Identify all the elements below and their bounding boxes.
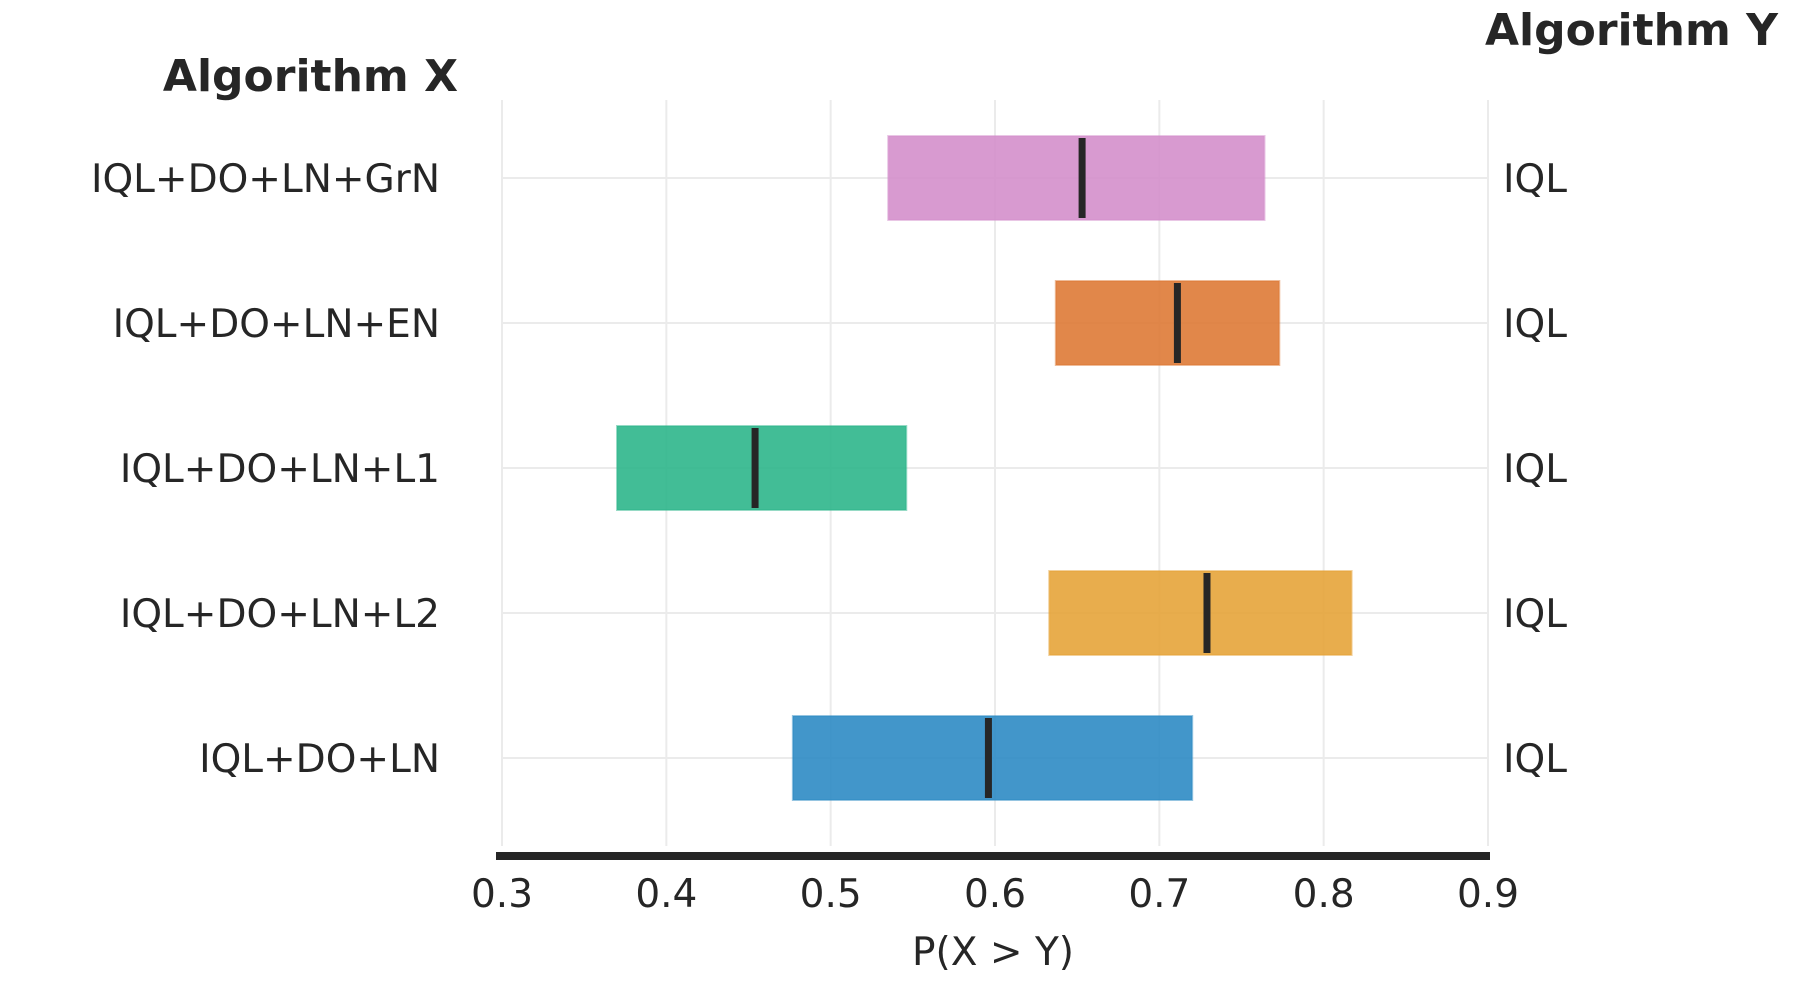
interval-bar: [1054, 280, 1281, 366]
right-header: Algorithm Y: [1485, 5, 1779, 56]
interval-bar: [791, 715, 1194, 801]
x-tick-label: 0.9: [1457, 872, 1519, 917]
x-tick-label: 0.3: [471, 872, 533, 917]
x-tick-label: 0.8: [1293, 872, 1355, 917]
bars: [616, 135, 1353, 801]
algorithm-x-label: IQL+DO+LN+L2: [120, 592, 440, 637]
x-tick-label: 0.6: [964, 872, 1026, 917]
algorithm-y-label: IQL: [1503, 447, 1567, 492]
x-tick-label: 0.4: [635, 872, 697, 917]
grid: [501, 100, 1489, 846]
algorithm-x-label: IQL+DO+LN+EN: [113, 302, 440, 347]
algorithm-x-label: IQL+DO+LN+L1: [120, 447, 440, 492]
x-ticks: 0.3 0.4 0.5 0.6 0.7 0.8 0.9: [471, 872, 1519, 917]
y-labels-left: IQL+DO+LN+GrN IQL+DO+LN+EN IQL+DO+LN+L1 IQL…: [91, 157, 440, 782]
x-axis-label: P(X > Y): [912, 930, 1074, 975]
interval-bar: [887, 135, 1266, 221]
interval-bar: [1048, 570, 1353, 656]
algorithm-y-label: IQL: [1503, 592, 1567, 637]
algorithm-x-label: IQL+DO+LN: [199, 737, 440, 782]
x-tick-label: 0.7: [1128, 872, 1190, 917]
left-header: Algorithm X: [163, 51, 458, 102]
algorithm-y-label: IQL: [1503, 157, 1567, 202]
algorithm-x-label: IQL+DO+LN+GrN: [91, 157, 440, 202]
interval-bar: [616, 425, 908, 511]
algorithm-y-label: IQL: [1503, 302, 1567, 347]
x-tick-label: 0.5: [800, 872, 862, 917]
y-labels-right: IQL IQL IQL IQL IQL: [1503, 157, 1567, 782]
algorithm-y-label: IQL: [1503, 737, 1567, 782]
